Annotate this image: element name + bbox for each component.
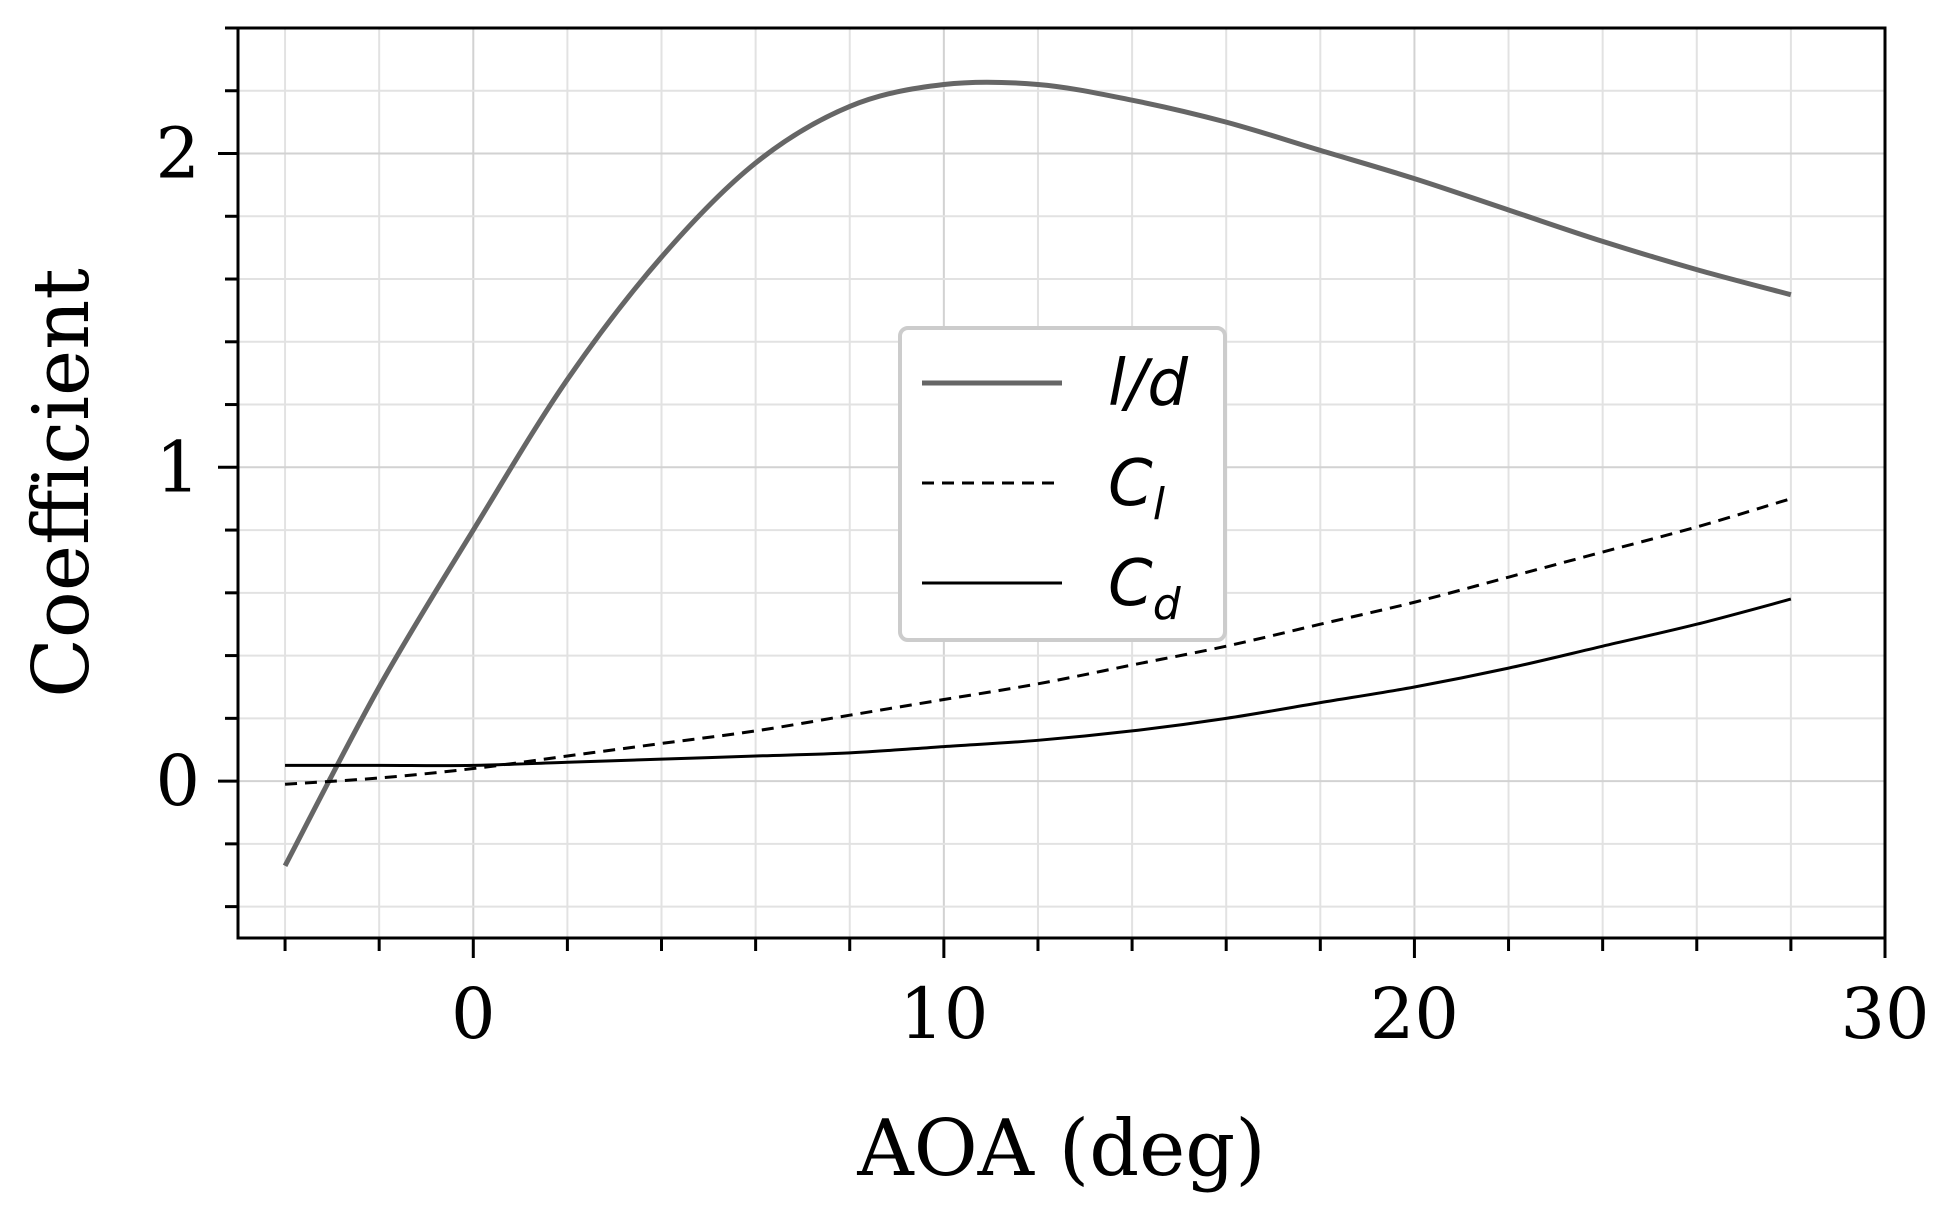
legend: l/d Cl Cd (898, 326, 1227, 642)
tick-labels: 0 10 20 30 0 1 2 (155, 113, 1929, 1055)
y-tick-label: 0 (155, 740, 200, 822)
x-tick-label: 30 (1840, 973, 1929, 1055)
x-tick-label: 10 (899, 973, 988, 1055)
series-line-cd (285, 597, 1792, 768)
legend-label: Cd (1108, 547, 1182, 630)
y-axis-label: Coefficient (17, 268, 107, 698)
y-tick-label: 2 (155, 113, 200, 195)
minor-ticks (218, 26, 1887, 958)
legend-label: Cl (1108, 447, 1166, 530)
x-tick-label: 20 (1370, 973, 1459, 1055)
plot-frame (236, 26, 1887, 940)
x-tick-label: 0 (451, 973, 496, 1055)
series-line-cl (284, 497, 1792, 786)
legend-label: l/d (1108, 347, 1188, 421)
x-axis-label: AOA (deg) (856, 1104, 1265, 1194)
series-line-ld (282, 79, 1792, 867)
y-tick-label: 1 (155, 426, 200, 508)
legend-box (898, 326, 1227, 642)
series-layer (282, 79, 1792, 867)
